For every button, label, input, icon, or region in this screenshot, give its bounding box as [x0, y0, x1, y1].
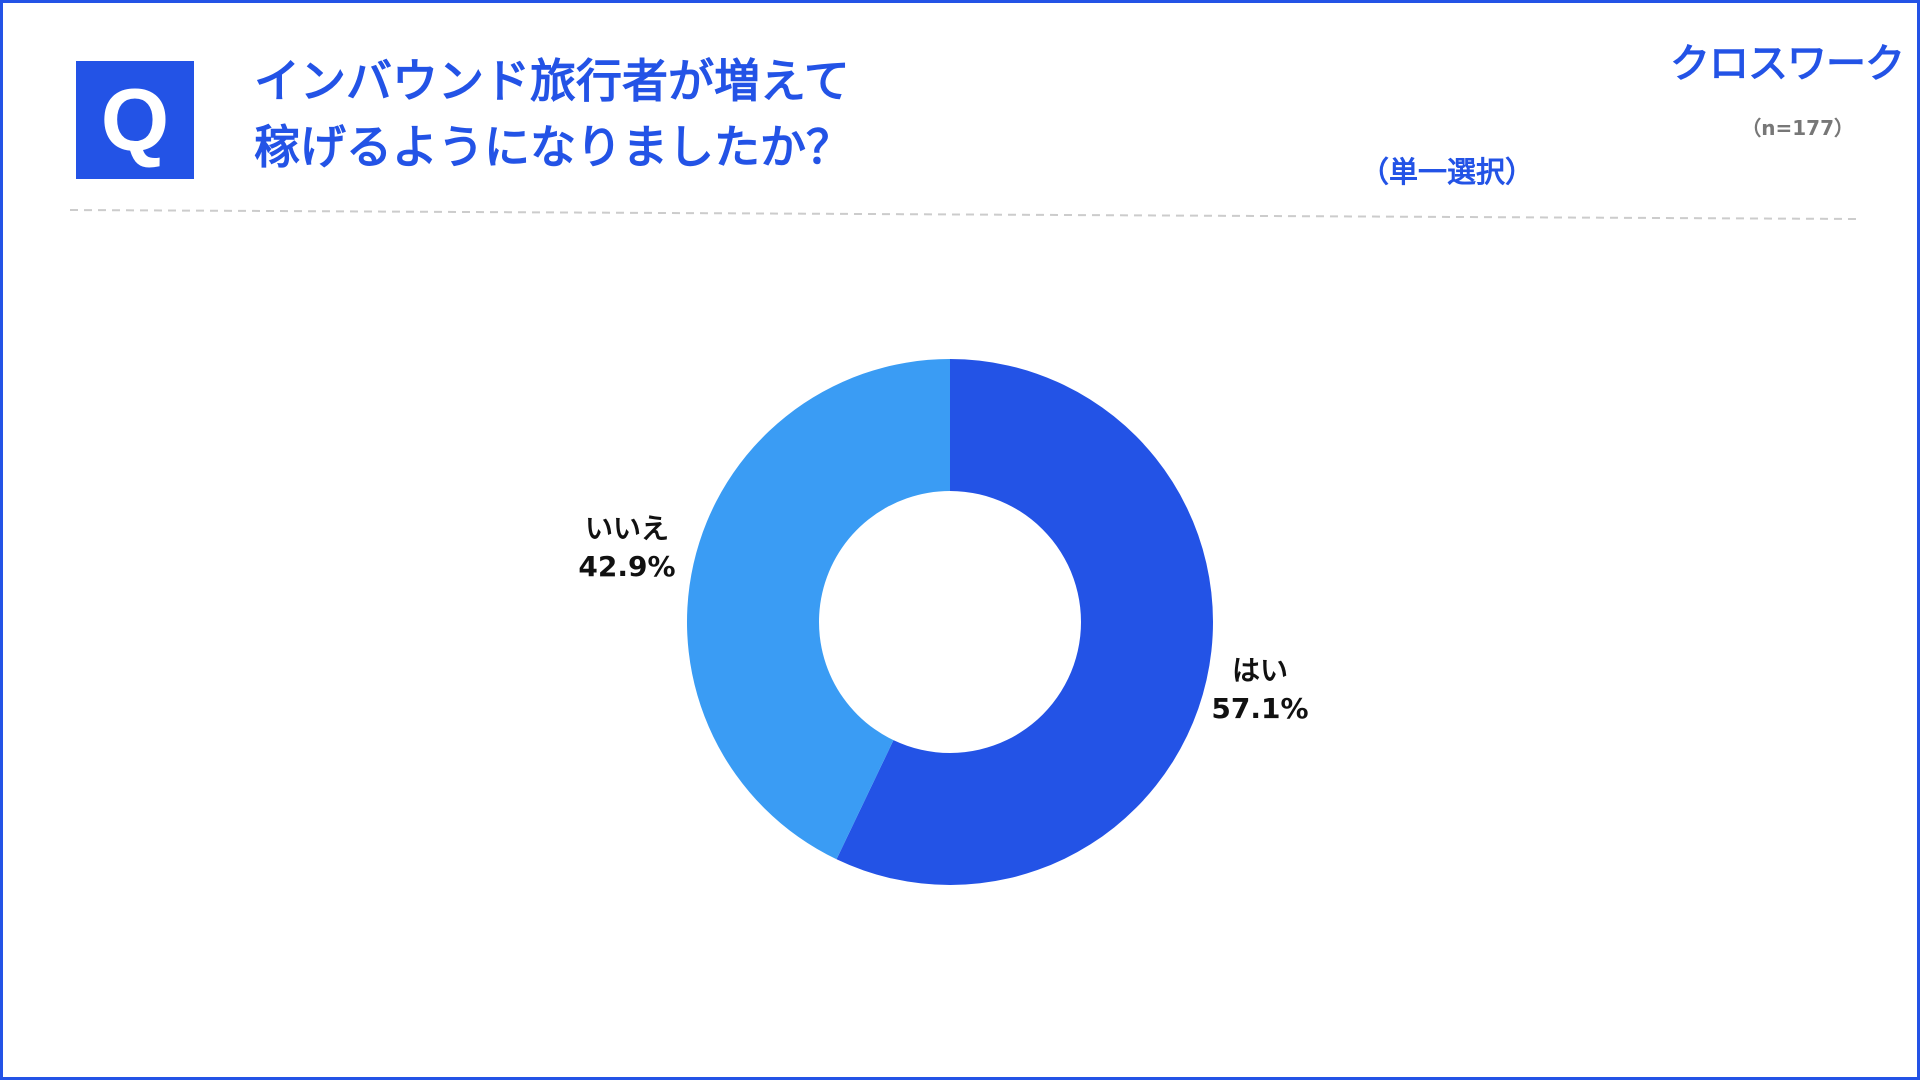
brand-logo: クロスワーク	[1670, 41, 1905, 87]
slice-label-yes: はい 57.1%	[1200, 652, 1320, 728]
question-badge: Q	[76, 61, 194, 179]
sample-size: （n=177）	[1741, 116, 1854, 140]
slice-label-no: いいえ 42.9%	[567, 510, 687, 586]
slice-yes	[836, 359, 1213, 885]
header-divider	[69, 209, 1859, 220]
question-title: インバウンド旅行者が増えて 稼げるようになりましたか？	[254, 48, 1154, 180]
slice-no	[686, 359, 950, 860]
question-line-2: 稼げるようになりましたか？	[254, 120, 852, 174]
slice-label-no-value: 42.9%	[578, 550, 676, 583]
slice-label-yes-name: はい	[1231, 654, 1288, 687]
slice-label-no-name: いいえ	[584, 512, 669, 545]
question-type: （単一選択）	[1360, 155, 1535, 189]
question-line-1: インバウンド旅行者が増えて	[254, 54, 850, 108]
slice-label-yes-value: 57.1%	[1211, 692, 1309, 725]
